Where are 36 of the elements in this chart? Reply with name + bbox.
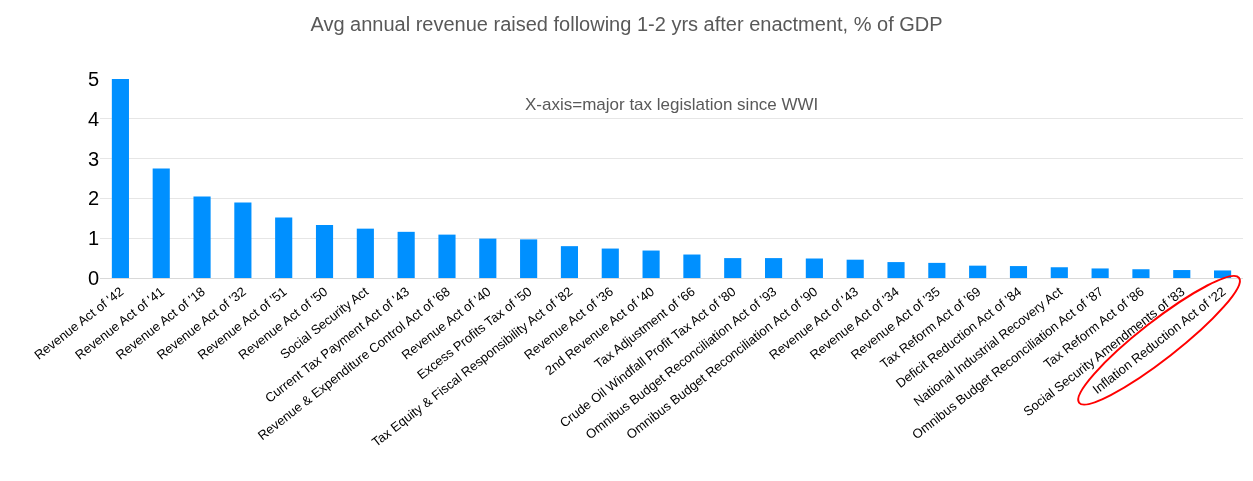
bar [601, 248, 619, 278]
annotation: X-axis=major tax legislation since WWI [525, 95, 819, 114]
y-tick-label: 3 [87, 147, 99, 170]
bar [356, 228, 374, 278]
bar [846, 259, 864, 278]
bar [642, 250, 660, 278]
bar [479, 238, 497, 278]
bar [1050, 267, 1068, 278]
bar [1091, 268, 1109, 278]
y-tick-label: 0 [87, 267, 99, 289]
bar [805, 258, 823, 278]
bar [193, 196, 211, 278]
y-tick-label: 4 [87, 107, 99, 130]
bar [234, 202, 252, 278]
bar [1173, 270, 1191, 278]
bar [560, 246, 579, 278]
bar [1214, 270, 1232, 278]
bar [724, 258, 742, 278]
bar [969, 265, 987, 278]
bar [764, 258, 783, 278]
bar [152, 168, 170, 278]
bar [887, 262, 905, 278]
bar [1009, 266, 1028, 278]
bar [397, 231, 415, 278]
bar [928, 262, 946, 278]
y-tick-label: 2 [87, 187, 99, 210]
bar [520, 239, 538, 278]
chart-title: Avg annual revenue raised following 1-2 yrs after enactment, % of GDP [310, 12, 943, 35]
y-tick-label: 1 [87, 227, 99, 250]
y-tick-label: 5 [87, 68, 99, 90]
bar [683, 254, 701, 278]
bar [275, 217, 293, 278]
bar [315, 225, 334, 278]
bar [1132, 269, 1150, 278]
bar [438, 234, 456, 278]
bar [111, 79, 129, 278]
